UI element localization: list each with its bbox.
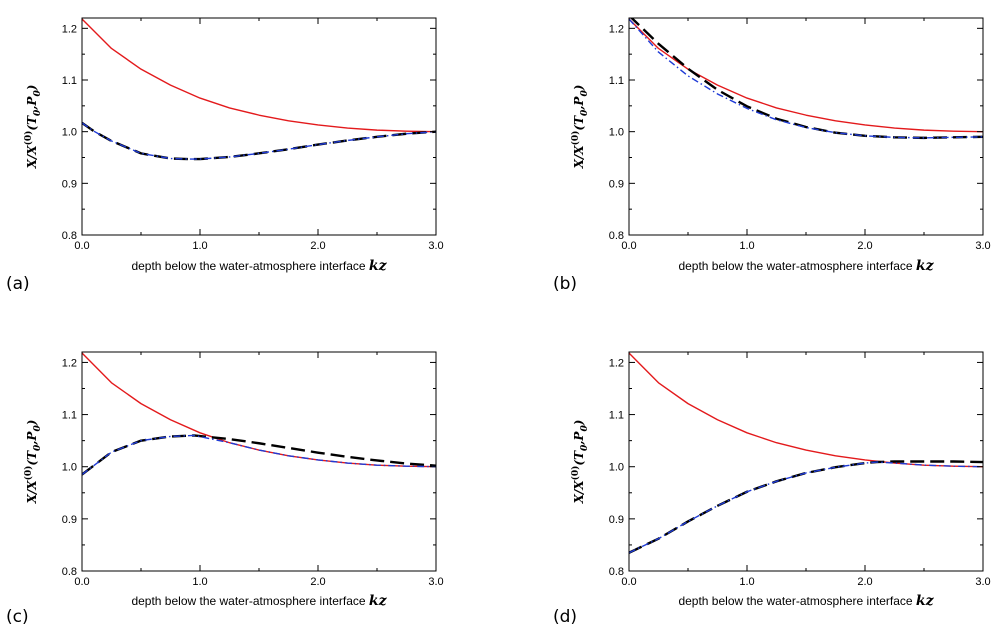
x-axis-label: depth below the water-atmosphere interfa…	[678, 593, 934, 609]
x-tick-label: 3.0	[428, 240, 443, 252]
chart-panel-3: 0.0 1.0 2.0 3.0 0.8 0.9 1.0 1.1 1.2 depth below t…	[553, 351, 991, 627]
y-axis-label: X/X(0)(T0,P0)	[23, 420, 43, 505]
y-tick-label: 1.0	[62, 127, 77, 139]
panel-tag: (d)	[553, 607, 577, 627]
y-tick-label: 0.9	[609, 178, 624, 190]
x-axis-label: depth below the water-atmosphere interfa…	[131, 258, 387, 274]
y-tick-label: 1.0	[62, 462, 77, 474]
y-tick-label: 0.9	[62, 514, 77, 526]
x-tick-label: 1.0	[192, 240, 207, 252]
y-tick-label: 0.9	[609, 514, 624, 526]
y-tick-label: 1.2	[62, 23, 77, 35]
x-axis-label: depth below the water-atmosphere interfa…	[678, 258, 934, 274]
y-tick-label: 1.2	[62, 357, 77, 369]
x-tick-label: 1.0	[739, 576, 754, 588]
series-line-dashed	[82, 434, 436, 476]
plot-frame	[81, 17, 437, 236]
x-tick-label: 1.0	[192, 576, 207, 588]
chart-panel-2: 0.0 1.0 2.0 3.0 0.8 0.9 1.0 1.1 1.2 depth below t…	[6, 351, 444, 627]
series-line-dashdot	[82, 122, 436, 160]
y-tick-label: 0.8	[609, 566, 624, 578]
x-tick-label: 0.0	[74, 240, 89, 252]
y-tick-label: 1.2	[609, 23, 624, 35]
chart-panel-0: 0.0 1.0 2.0 3.0 0.8 0.9 1.0 1.1 1.2 depth below t…	[6, 17, 444, 294]
x-tick-label: 3.0	[975, 576, 990, 588]
series-line-solid	[629, 18, 983, 133]
panel-tag: (c)	[6, 607, 29, 627]
x-tick-label: 2.0	[310, 240, 325, 252]
x-tick-label: 0.0	[74, 576, 89, 588]
series-line-dashed	[629, 18, 983, 140]
x-tick-label: 2.0	[310, 576, 325, 588]
series-line-solid	[629, 352, 983, 468]
y-tick-label: 1.1	[609, 410, 624, 422]
y-tick-label: 1.0	[609, 462, 624, 474]
series-line-dashdot	[629, 18, 983, 139]
x-tick-label: 0.0	[621, 576, 636, 588]
x-tick-label: 2.0	[857, 576, 872, 588]
x-tick-label: 2.0	[857, 240, 872, 252]
series-line-solid	[82, 18, 436, 133]
series-line-dashdot	[82, 434, 436, 476]
x-axis-label: depth below the water-atmosphere interfa…	[131, 593, 387, 609]
y-tick-label: 0.8	[62, 566, 77, 578]
x-tick-label: 3.0	[428, 576, 443, 588]
y-tick-label: 1.2	[609, 357, 624, 369]
y-tick-label: 0.8	[62, 230, 77, 242]
panel-tag: (a)	[6, 274, 30, 294]
y-tick-label: 1.0	[609, 127, 624, 139]
y-tick-label: 0.8	[609, 230, 624, 242]
y-tick-label: 1.1	[62, 75, 77, 87]
panel-tag: (b)	[553, 274, 577, 294]
y-axis-label: X/X(0)(T0,P0)	[23, 85, 43, 170]
x-tick-label: 3.0	[975, 240, 990, 252]
y-tick-label: 1.1	[609, 75, 624, 87]
chart-panel-1: 0.0 1.0 2.0 3.0 0.8 0.9 1.0 1.1 1.2 depth below t…	[553, 17, 991, 294]
plot-frame	[628, 351, 984, 572]
y-axis-label: X/X(0)(T0,P0)	[570, 420, 590, 505]
series-line-dashdot	[629, 461, 983, 554]
x-tick-label: 1.0	[739, 240, 754, 252]
x-tick-label: 0.0	[621, 240, 636, 252]
y-tick-label: 1.1	[62, 410, 77, 422]
y-tick-label: 0.9	[62, 178, 77, 190]
y-axis-label: X/X(0)(T0,P0)	[570, 85, 590, 170]
series-line-dashed	[629, 460, 983, 554]
